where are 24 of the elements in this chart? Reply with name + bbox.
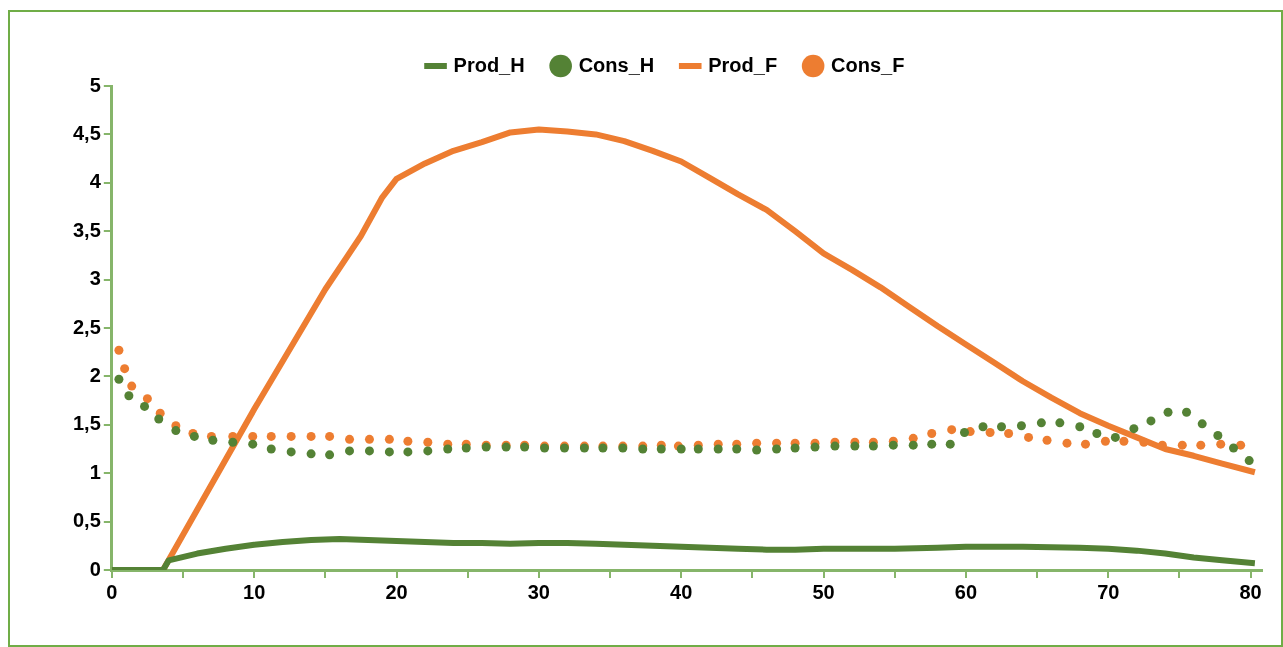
x-tick-label: 80 — [1239, 580, 1262, 603]
legend-label: Prod_F — [708, 53, 778, 76]
y-tick-label: 4 — [89, 170, 102, 193]
legend-label: Cons_H — [578, 53, 655, 76]
y-tick-label: 5 — [89, 73, 101, 96]
y-tick-label: 2 — [89, 363, 101, 386]
y-tick-label: 0 — [89, 557, 101, 580]
y-tick-label: 3 — [89, 267, 101, 290]
x-tick-label: 70 — [1097, 580, 1120, 603]
x-tick-label: 60 — [954, 580, 978, 603]
y-tick-label: 3,5 — [72, 218, 101, 241]
x-tick-label: 30 — [527, 580, 550, 603]
x-tick-label: 40 — [670, 580, 693, 603]
y-tick-label: 0,5 — [72, 509, 101, 532]
y-tick-label: 2,5 — [72, 315, 101, 338]
legend-label: Cons_F — [831, 53, 905, 76]
x-tick-label: 50 — [812, 580, 835, 603]
x-tick-label: 0 — [106, 580, 118, 603]
y-tick-label: 1,5 — [72, 412, 101, 435]
y-tick-label: 4,5 — [72, 121, 101, 144]
x-tick-label: 20 — [385, 580, 408, 603]
legend-label: Prod_H — [453, 53, 525, 76]
x-tick-label: 10 — [243, 580, 266, 603]
y-tick-label: 1 — [89, 460, 101, 483]
